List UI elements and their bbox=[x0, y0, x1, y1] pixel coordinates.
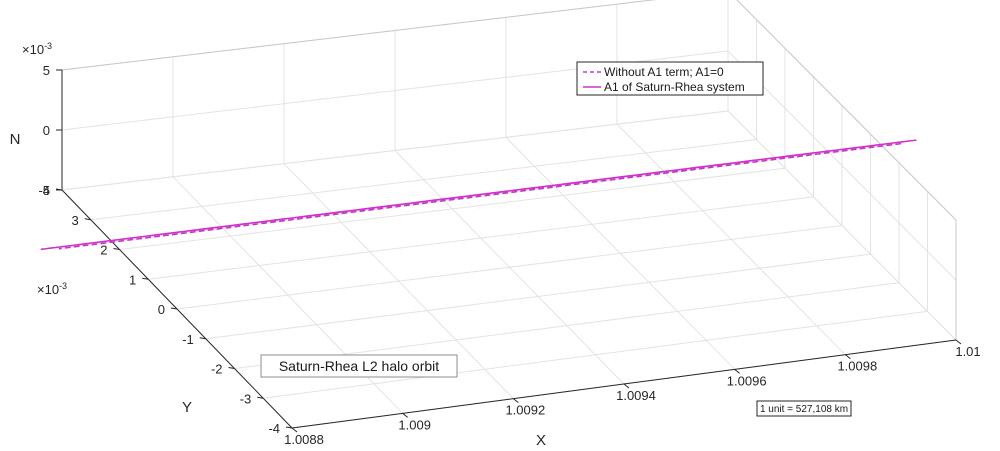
legend: Without A1 term; A1=0 A1 of Saturn-Rhea … bbox=[576, 61, 764, 96]
y-tick-mark-7 bbox=[84, 218, 91, 221]
y-tick-mark-4 bbox=[170, 307, 178, 310]
x-tick-label-0: 1.0088 bbox=[284, 432, 324, 447]
x-tick-mark-5 bbox=[845, 354, 851, 360]
orbit-series-1 bbox=[40, 139, 917, 251]
z-exponent-base: ×10 bbox=[22, 42, 44, 57]
z-tick-label-0: -5 bbox=[38, 183, 50, 198]
z-tick-label-1: 0 bbox=[43, 123, 50, 138]
x-tick-mark-0 bbox=[291, 427, 298, 433]
floor-grid-y-6 bbox=[119, 167, 786, 250]
title-annotation-box bbox=[260, 354, 458, 378]
orbit-series-0 bbox=[58, 142, 902, 250]
y-tick-label-6: 2 bbox=[100, 243, 107, 258]
x-axis-label: X bbox=[536, 432, 546, 449]
x-tick-label-6: 1.01 bbox=[955, 344, 980, 359]
x-tick-label-5: 1.0098 bbox=[837, 359, 877, 374]
x-tick-label-1: 1.009 bbox=[398, 417, 431, 432]
y-axis-label: Y bbox=[182, 399, 192, 416]
z-exponent-label: ×10-3 bbox=[22, 41, 52, 57]
y-exponent-base: ×10 bbox=[37, 282, 59, 297]
orbit-series bbox=[40, 139, 917, 251]
title-annotation: Saturn-Rhea L2 halo orbit bbox=[260, 354, 458, 378]
unit-annotation-box bbox=[756, 400, 852, 417]
x-tick-label-3: 1.0094 bbox=[616, 388, 656, 403]
floor-grid-y-2 bbox=[234, 282, 900, 369]
unit-annotation: 1 unit = 527,108 km bbox=[756, 400, 852, 417]
z-exponent-power: -3 bbox=[44, 41, 52, 51]
y-tick-mark-5 bbox=[142, 277, 149, 280]
floor-grid-y-3 bbox=[205, 253, 871, 340]
legend-entry-without-a1: Without A1 term; A1=0 bbox=[604, 65, 724, 79]
unit-annotation-text: 1 unit = 527,108 km bbox=[760, 404, 848, 415]
y-tick-label-7: 3 bbox=[72, 213, 79, 228]
x-tick-mark-2 bbox=[513, 398, 519, 404]
svg-text:×10-3: ×10-3 bbox=[37, 281, 67, 297]
x-tick-mark-6 bbox=[955, 339, 962, 345]
box-edge-top-side bbox=[736, 0, 957, 221]
floor-grid-y-1 bbox=[263, 310, 928, 399]
side-wall-grid-z-1 bbox=[727, 50, 957, 281]
z-axis-label: N bbox=[10, 131, 21, 148]
y-tick-label-5: 1 bbox=[129, 272, 136, 287]
side-wall-grid-z-0 bbox=[727, 110, 957, 341]
back-wall-grid-z-0 bbox=[61, 110, 729, 191]
y-tick-mark-1 bbox=[257, 396, 264, 399]
x-tick-label-4: 1.0096 bbox=[727, 373, 767, 388]
y-exponent-label: ×10-3 bbox=[37, 281, 67, 297]
y-tick-label-0: -4 bbox=[268, 421, 280, 436]
legend-box bbox=[576, 61, 764, 96]
y-tick-label-1: -3 bbox=[240, 391, 252, 406]
y-tick-label-2: -2 bbox=[211, 362, 223, 377]
y-tick-mark-2 bbox=[228, 367, 235, 369]
x-tick-mark-3 bbox=[623, 383, 630, 389]
y-tick-mark-6 bbox=[113, 248, 120, 250]
tick-labels: 1.0088 1.009 1.0092 1.0094 1.0096 1.0098 1.01 -… bbox=[38, 63, 980, 447]
y-exponent-power: -3 bbox=[59, 281, 67, 291]
x-tick-label-2: 1.0092 bbox=[505, 403, 545, 418]
z-tick-label-2: 5 bbox=[43, 63, 50, 78]
x-tick-mark-4 bbox=[734, 368, 740, 374]
svg-text:×10-3: ×10-3 bbox=[22, 41, 52, 57]
floor-grid-y-7 bbox=[90, 139, 757, 221]
x-tick-mark-1 bbox=[402, 412, 408, 418]
y-tick-label-4: 0 bbox=[158, 302, 165, 317]
legend-entry-a1-saturn-rhea: A1 of Saturn-Rhea system bbox=[604, 80, 745, 94]
y-tick-mark-0 bbox=[285, 426, 293, 429]
floor-grid-y-4 bbox=[176, 225, 843, 310]
y-tick-label-3: -1 bbox=[182, 332, 194, 347]
y-tick-mark-3 bbox=[199, 337, 206, 340]
axes-grid bbox=[61, 0, 957, 429]
box-edge-top-back bbox=[61, 0, 657, 71]
y-tick-label-8: 4 bbox=[43, 183, 50, 198]
title-annotation-text: Saturn-Rhea L2 halo orbit bbox=[279, 358, 439, 374]
floor-grid-y-5 bbox=[148, 196, 814, 280]
